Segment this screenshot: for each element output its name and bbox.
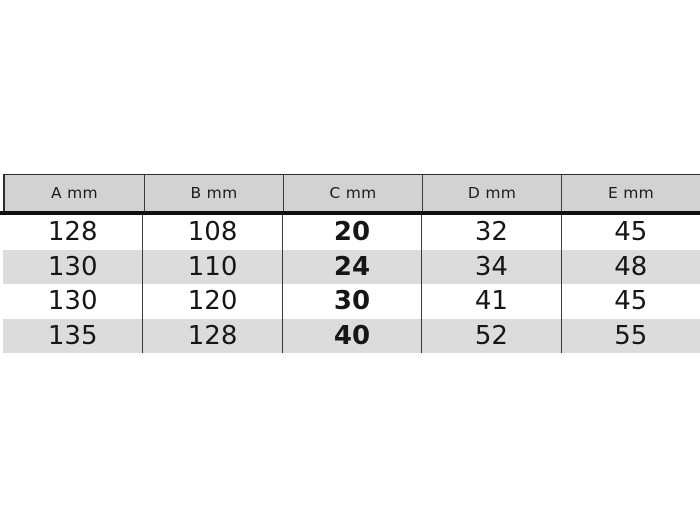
table-cell: 130 bbox=[47, 286, 98, 317]
table-row: 130 120 30 41 45 bbox=[3, 284, 700, 319]
table-cell: 45 bbox=[560, 284, 700, 319]
table-cell: 120 bbox=[142, 284, 281, 319]
table-cell: 128 bbox=[47, 217, 98, 248]
table-header-row: A mm B mm C mm D mm E mm bbox=[3, 174, 700, 211]
table-cell: 34 bbox=[421, 249, 560, 284]
table-cell: 32 bbox=[421, 215, 560, 250]
dimension-spec-table: A mm B mm C mm D mm E mm 128 108 20 32 4… bbox=[0, 174, 700, 353]
table-row: 128 108 20 32 45 bbox=[3, 215, 700, 250]
table-cell: 45 bbox=[560, 215, 700, 250]
header-cell-b: B mm bbox=[144, 175, 283, 211]
table-cell: 135 bbox=[47, 320, 98, 351]
table-row: 135 128 40 52 55 bbox=[3, 318, 700, 353]
header-cell-d: D mm bbox=[422, 175, 561, 211]
table-cell: 24 bbox=[281, 249, 421, 284]
table-cell: 41 bbox=[421, 284, 560, 319]
table-cell: 55 bbox=[560, 318, 700, 353]
table-cell: 110 bbox=[142, 249, 281, 284]
table-cell: 30 bbox=[281, 284, 421, 319]
table-cell: 48 bbox=[560, 249, 700, 284]
header-cell-c: C mm bbox=[283, 175, 422, 211]
table-cell: 128 bbox=[142, 318, 281, 353]
table-cell: 52 bbox=[421, 318, 560, 353]
table-row: 130 110 24 34 48 bbox=[3, 249, 700, 284]
table-cell: 108 bbox=[142, 215, 281, 250]
header-cell-e: E mm bbox=[561, 175, 700, 211]
header-cell-a: A mm bbox=[51, 184, 98, 202]
table-cell: 130 bbox=[47, 251, 98, 282]
table-cell: 40 bbox=[281, 318, 421, 353]
table-cell: 20 bbox=[281, 215, 421, 250]
header-separator-rule bbox=[0, 211, 700, 215]
